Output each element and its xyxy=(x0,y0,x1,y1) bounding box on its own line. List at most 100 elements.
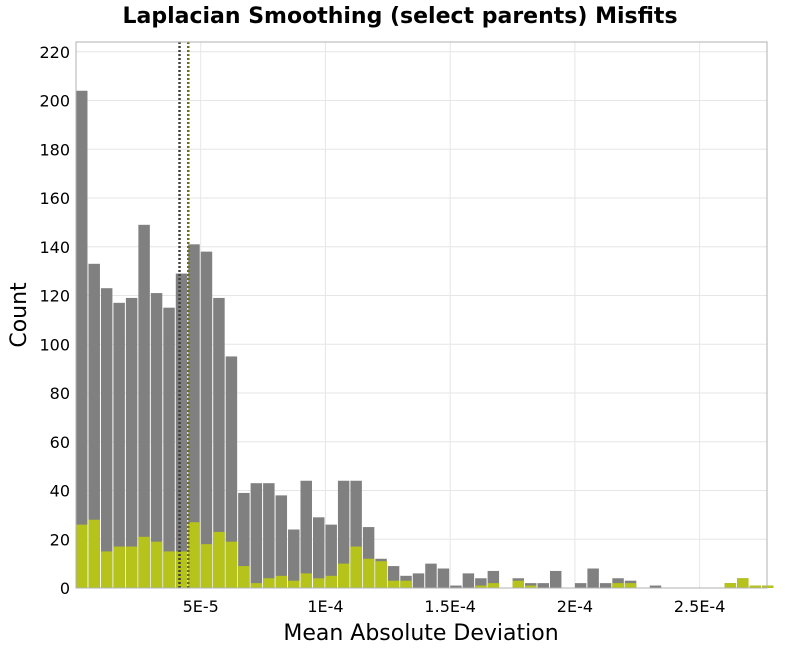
y-tick-label: 100 xyxy=(39,335,70,354)
bar-selected xyxy=(362,558,375,588)
bar-all xyxy=(362,527,375,588)
bar-selected xyxy=(325,575,337,588)
bar-selected xyxy=(113,546,125,588)
bar-all xyxy=(250,483,263,588)
bar-all xyxy=(138,224,150,588)
bar-selected xyxy=(512,580,525,588)
bar-selected xyxy=(188,522,200,588)
y-tick-label: 200 xyxy=(39,92,70,111)
bar-selected xyxy=(350,546,362,588)
bar-selected xyxy=(749,585,762,588)
bar-all xyxy=(587,568,599,588)
bar-selected xyxy=(125,546,138,588)
bar-selected xyxy=(724,583,737,588)
bar-selected xyxy=(487,583,500,588)
bar-selected xyxy=(76,524,88,588)
bar-selected xyxy=(288,580,300,588)
bar-selected xyxy=(225,541,238,588)
bar-selected xyxy=(375,561,387,588)
bar-all xyxy=(175,273,188,588)
bar-all xyxy=(300,480,312,588)
y-axis-ticks: 0 20 40 60 80 100 120 140 160 180 200 220 xyxy=(39,43,70,598)
bar-all xyxy=(288,529,300,588)
bar-all xyxy=(238,492,250,588)
bar-all xyxy=(350,480,362,588)
bar-all xyxy=(337,480,350,588)
plot-border xyxy=(75,41,768,589)
y-tick-label: 160 xyxy=(39,189,70,208)
bar-all xyxy=(437,568,450,588)
bar-all xyxy=(487,570,500,588)
y-tick-label: 0 xyxy=(60,579,70,598)
bar-selected xyxy=(238,566,250,588)
bar-selected xyxy=(138,536,150,588)
bar-selected xyxy=(250,583,263,588)
bar-selected xyxy=(100,551,113,588)
bar-all xyxy=(225,356,238,588)
bar-selected xyxy=(525,585,537,588)
bar-all xyxy=(549,570,562,588)
bar-all xyxy=(425,563,437,588)
x-tick-label: 2.5E-4 xyxy=(674,597,726,616)
bar-all xyxy=(188,244,200,588)
y-axis-label: Count xyxy=(7,282,32,348)
bar-all xyxy=(475,578,487,588)
bar-all xyxy=(213,297,225,588)
y-tick-label: 220 xyxy=(39,43,70,62)
x-tick-label: 1.5E-4 xyxy=(424,597,476,616)
y-tick-label: 140 xyxy=(39,238,70,257)
y-tick-label: 80 xyxy=(50,384,70,403)
bar-all xyxy=(537,583,549,588)
x-axis-label: Mean Absolute Deviation xyxy=(283,621,558,646)
bar-all xyxy=(412,573,425,588)
x-tick-label: 5E-5 xyxy=(183,597,219,616)
bar-all xyxy=(100,288,113,588)
x-tick-label: 2E-4 xyxy=(557,597,593,616)
bars-group xyxy=(76,90,774,588)
y-tick-label: 60 xyxy=(50,433,70,452)
x-axis-ticks: 5E-5 1E-4 1.5E-4 2E-4 2.5E-4 xyxy=(183,597,726,616)
bar-selected xyxy=(737,578,749,588)
chart-title: Laplacian Smoothing (select parents) Mis… xyxy=(122,4,677,29)
bar-selected xyxy=(263,578,275,588)
y-tick-label: 180 xyxy=(39,140,70,159)
bar-selected xyxy=(200,544,213,588)
bar-selected xyxy=(400,580,412,588)
bar-selected xyxy=(762,585,774,588)
bar-all xyxy=(462,573,475,588)
y-tick-label: 40 xyxy=(50,482,70,501)
bar-selected xyxy=(312,578,325,588)
bar-all xyxy=(200,251,213,588)
bar-all xyxy=(450,585,462,588)
bar-all xyxy=(275,495,288,588)
bar-all xyxy=(649,585,662,588)
bar-all xyxy=(387,566,400,588)
y-tick-label: 20 xyxy=(50,530,70,549)
bar-all xyxy=(163,307,175,588)
bar-selected xyxy=(300,573,312,588)
bar-selected xyxy=(275,575,288,588)
bar-selected xyxy=(337,563,350,588)
reference-lines xyxy=(178,42,190,588)
bar-all xyxy=(263,483,275,588)
bar-selected xyxy=(150,541,163,588)
bar-all xyxy=(88,263,100,588)
bar-selected xyxy=(475,585,487,588)
bar-selected xyxy=(624,583,637,588)
bar-all xyxy=(113,302,125,588)
bar-selected xyxy=(88,519,100,588)
bar-all xyxy=(150,293,163,588)
bar-selected xyxy=(612,583,624,588)
x-tick-label: 1E-4 xyxy=(307,597,343,616)
bar-all xyxy=(325,524,337,588)
bar-selected xyxy=(163,551,175,588)
bar-all xyxy=(574,583,587,588)
bar-all xyxy=(599,583,612,588)
bar-all xyxy=(125,297,138,588)
bar-selected xyxy=(387,580,400,588)
bar-all xyxy=(76,90,88,588)
bar-selected xyxy=(175,551,188,588)
bar-all xyxy=(312,517,325,588)
bar-selected xyxy=(213,531,225,588)
